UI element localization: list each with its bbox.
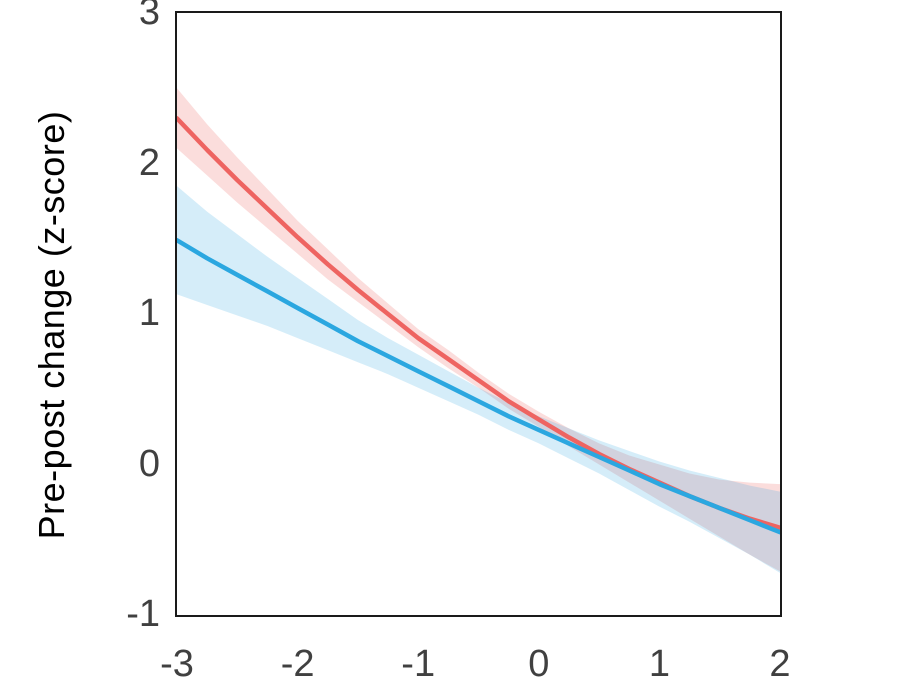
x-tick-label: -2 — [280, 643, 315, 685]
y-tick-label: -1 — [126, 593, 160, 636]
red-confidence-band — [177, 88, 780, 572]
blue-confidence-band — [177, 186, 780, 573]
y-tick-label: 1 — [138, 292, 160, 335]
y-tick-label: 3 — [138, 0, 160, 34]
x-tick-label: 2 — [769, 643, 791, 685]
x-tick-label: 1 — [648, 643, 670, 685]
y-tick-label: 2 — [138, 141, 160, 184]
y-tick-label: 0 — [138, 442, 160, 485]
x-tick-label: 0 — [528, 643, 550, 685]
x-tick-label: -1 — [401, 643, 436, 685]
x-tick-label: -3 — [160, 643, 194, 685]
plot-area — [177, 88, 780, 573]
blue-regression-line — [177, 238, 780, 535]
plot-frame — [175, 11, 782, 617]
